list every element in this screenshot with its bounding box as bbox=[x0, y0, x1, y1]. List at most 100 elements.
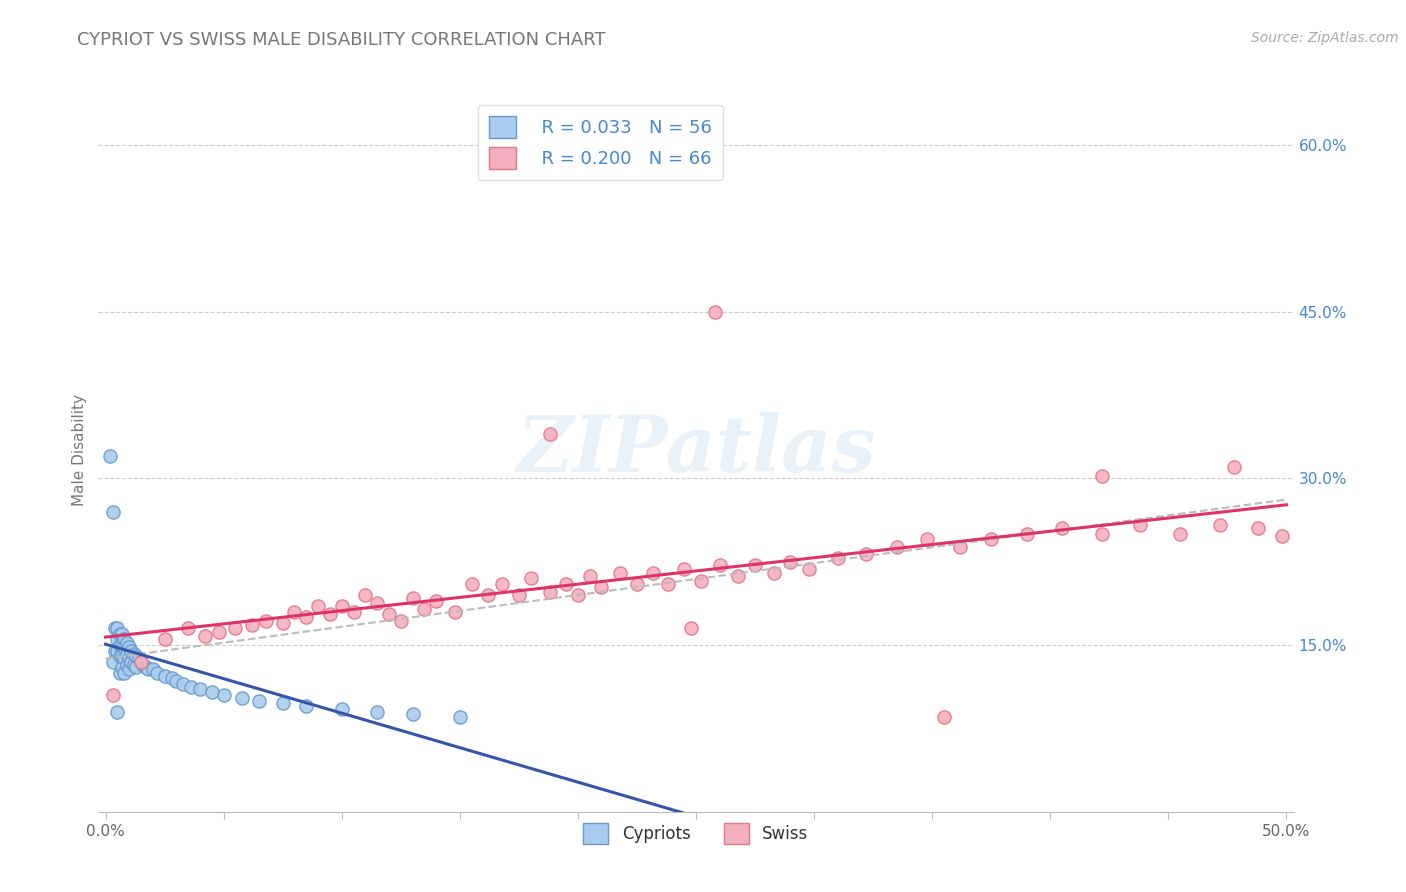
Point bbox=[643, 566, 665, 580]
Point bbox=[136, 662, 159, 676]
Point bbox=[111, 627, 134, 641]
Point bbox=[1091, 469, 1114, 483]
Point bbox=[366, 705, 388, 719]
Point bbox=[101, 688, 124, 702]
Point bbox=[508, 588, 530, 602]
Point bbox=[401, 706, 423, 721]
Point bbox=[319, 607, 342, 621]
Point bbox=[165, 673, 187, 688]
Point bbox=[827, 551, 849, 566]
Point bbox=[247, 693, 270, 707]
Point bbox=[555, 577, 578, 591]
Point bbox=[477, 588, 499, 602]
Text: Source: ZipAtlas.com: Source: ZipAtlas.com bbox=[1251, 31, 1399, 45]
Point bbox=[354, 588, 377, 602]
Point bbox=[115, 647, 138, 661]
Y-axis label: Male Disability: Male Disability bbox=[72, 394, 87, 507]
Point bbox=[283, 605, 305, 619]
Point bbox=[1050, 521, 1073, 535]
Point bbox=[146, 665, 169, 680]
Point bbox=[389, 614, 412, 628]
Point bbox=[108, 627, 131, 641]
Point bbox=[271, 696, 294, 710]
Point bbox=[194, 629, 217, 643]
Point bbox=[307, 599, 329, 613]
Point bbox=[744, 558, 766, 572]
Point bbox=[132, 658, 155, 673]
Point bbox=[121, 655, 143, 669]
Point bbox=[115, 658, 138, 673]
Point bbox=[673, 562, 696, 576]
Point bbox=[762, 566, 785, 580]
Point bbox=[779, 555, 801, 569]
Point bbox=[224, 621, 246, 635]
Text: CYPRIOT VS SWISS MALE DISABILITY CORRELATION CHART: CYPRIOT VS SWISS MALE DISABILITY CORRELA… bbox=[77, 31, 606, 49]
Point bbox=[657, 577, 679, 591]
Point bbox=[101, 655, 124, 669]
Point bbox=[295, 699, 318, 714]
Point bbox=[188, 682, 211, 697]
Point bbox=[125, 660, 148, 674]
Point bbox=[425, 593, 447, 607]
Point bbox=[180, 680, 202, 694]
Point bbox=[378, 607, 401, 621]
Point bbox=[980, 533, 1002, 547]
Point bbox=[1271, 529, 1294, 543]
Point bbox=[330, 702, 353, 716]
Point bbox=[172, 677, 194, 691]
Point bbox=[104, 621, 127, 635]
Point bbox=[401, 591, 423, 606]
Point bbox=[111, 649, 134, 664]
Point bbox=[201, 684, 224, 698]
Point bbox=[703, 304, 725, 318]
Point bbox=[153, 632, 176, 647]
Point bbox=[491, 577, 513, 591]
Point bbox=[886, 540, 908, 554]
Point bbox=[105, 705, 128, 719]
Text: ZIPatlas: ZIPatlas bbox=[516, 412, 876, 489]
Point bbox=[1129, 517, 1152, 532]
Point bbox=[128, 651, 150, 665]
Point bbox=[129, 655, 152, 669]
Point bbox=[1168, 526, 1191, 541]
Point bbox=[135, 660, 157, 674]
Point bbox=[917, 533, 939, 547]
Point bbox=[118, 662, 141, 676]
Point bbox=[118, 651, 141, 665]
Point bbox=[254, 614, 277, 628]
Point bbox=[1209, 517, 1232, 532]
Point bbox=[727, 569, 749, 583]
Point bbox=[271, 615, 294, 630]
Point bbox=[160, 671, 183, 685]
Point bbox=[112, 632, 135, 647]
Point bbox=[1091, 526, 1114, 541]
Point bbox=[125, 649, 148, 664]
Point bbox=[112, 640, 135, 655]
Point bbox=[366, 596, 388, 610]
Point bbox=[799, 562, 821, 576]
Point bbox=[108, 649, 131, 664]
Point bbox=[1247, 521, 1270, 535]
Point bbox=[240, 618, 263, 632]
Point bbox=[111, 660, 134, 674]
Point bbox=[342, 605, 364, 619]
Point bbox=[208, 624, 231, 639]
Point bbox=[129, 655, 152, 669]
Point bbox=[460, 577, 482, 591]
Point bbox=[105, 643, 128, 657]
Point bbox=[111, 638, 134, 652]
Point bbox=[538, 426, 561, 441]
Point bbox=[121, 643, 143, 657]
Point bbox=[1015, 526, 1038, 541]
Point bbox=[101, 505, 124, 519]
Point bbox=[108, 665, 131, 680]
Point bbox=[591, 580, 613, 594]
Point bbox=[177, 621, 200, 635]
Point bbox=[330, 599, 353, 613]
Point bbox=[112, 665, 135, 680]
Point bbox=[567, 588, 589, 602]
Point bbox=[949, 540, 972, 554]
Point bbox=[681, 621, 703, 635]
Point bbox=[112, 651, 135, 665]
Point bbox=[626, 577, 648, 591]
